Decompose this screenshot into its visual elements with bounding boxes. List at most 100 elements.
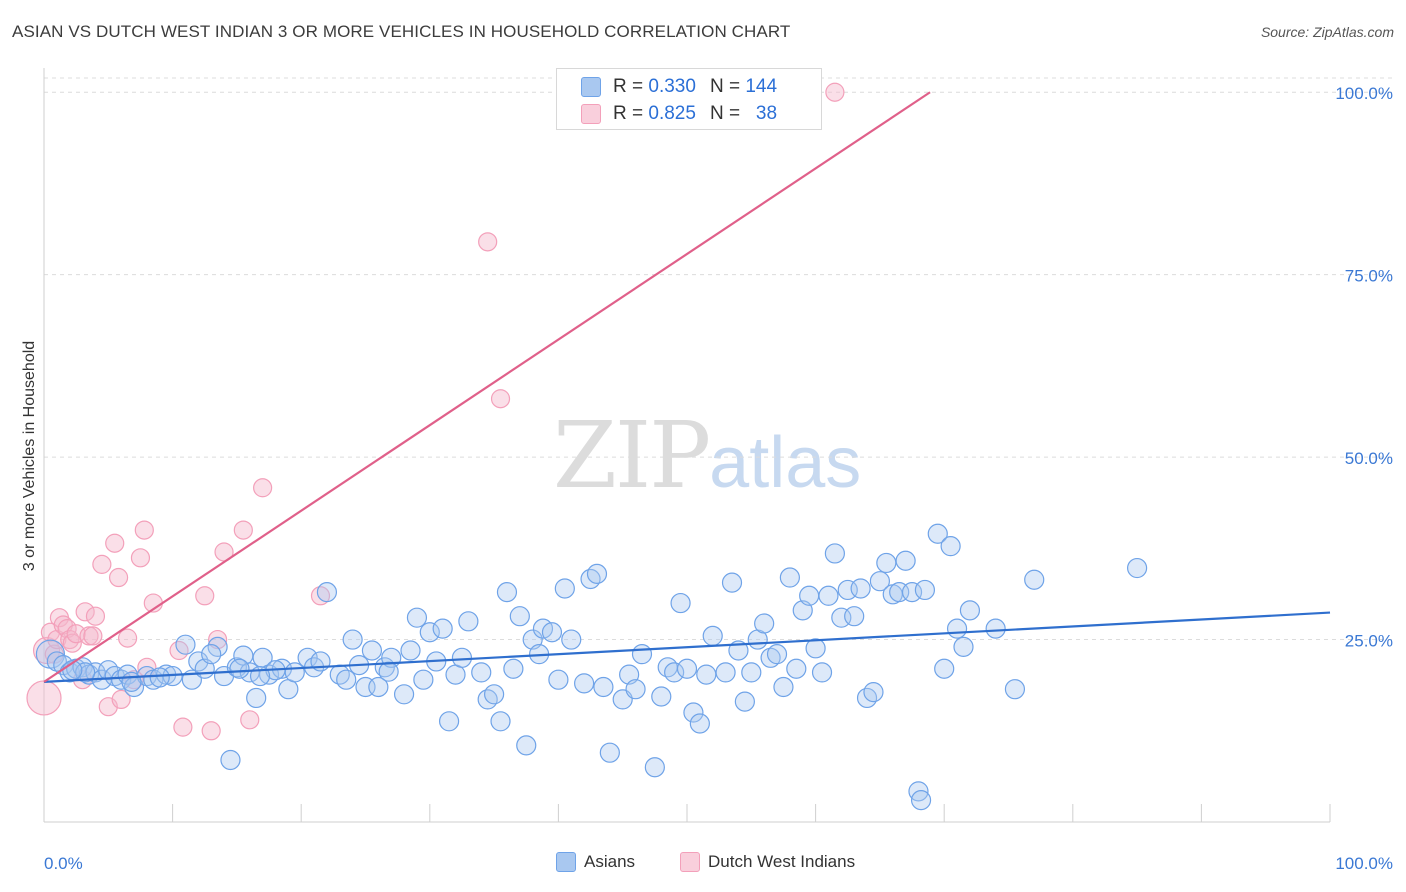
dutch-west-indians-points: [26, 82, 845, 741]
asians-point: [837, 579, 858, 601]
asians-point: [378, 661, 399, 682]
dutch-west-indians-point: [62, 633, 82, 653]
legend-n-value: 38: [755, 103, 778, 124]
asians-point: [368, 676, 389, 698]
asians-point: [683, 702, 704, 723]
asians-point: [910, 790, 932, 811]
legend-r-value: 0.825: [648, 103, 696, 124]
asians-point: [361, 640, 383, 661]
asians-point: [432, 618, 453, 639]
asians-point: [895, 550, 916, 571]
dutch-west-indians-point: [26, 680, 62, 716]
dutch-west-indians-point: [173, 717, 193, 737]
asians-point: [121, 671, 142, 692]
legend-r-label: R =: [613, 76, 644, 97]
asians-point: [419, 622, 440, 643]
asians-point: [503, 658, 524, 679]
asians-point: [818, 585, 839, 606]
asians-point: [451, 647, 473, 668]
asians-point: [940, 536, 961, 557]
asians-point: [1126, 557, 1148, 579]
dutch-west-indians-point: [108, 567, 129, 588]
asians-point: [586, 563, 608, 584]
asians-point: [831, 607, 852, 628]
asians-point: [175, 634, 196, 655]
asians-point: [574, 673, 595, 694]
watermark: ZIPatlas: [553, 402, 861, 509]
asians-point: [850, 578, 871, 599]
tick-labels: 25.0% 50.0% 75.0% 100.0% 0.0% 100.0%: [44, 84, 1393, 873]
asians-point: [413, 669, 434, 690]
bottom-legend: Asians Dutch West Indians: [0, 852, 1406, 878]
asians-point: [554, 578, 575, 599]
asians-point: [278, 679, 299, 700]
source-label: Source: ZipAtlas.com: [1260, 24, 1394, 40]
asians-point: [741, 662, 762, 683]
legend-row-dutch-west-indians: R = 0.825 N = 38: [581, 103, 777, 125]
dutch-west-indians-point: [117, 628, 138, 648]
dutch-west-indians-point: [490, 389, 511, 409]
asians-point: [844, 606, 865, 627]
asians-point: [336, 669, 357, 690]
asians-point: [934, 658, 955, 679]
watermark-atlas: atlas: [709, 423, 862, 503]
asians-points: [35, 523, 1148, 811]
legend-r-value: 0.330: [648, 76, 696, 97]
asians-point: [46, 651, 67, 672]
dutch-west-indians-point: [134, 520, 154, 540]
asians-point: [561, 629, 582, 650]
dutch-west-indians-point: [75, 602, 95, 622]
asians-point: [946, 618, 968, 639]
asians-point: [754, 613, 775, 634]
asians-point: [599, 742, 620, 763]
asians-point: [664, 662, 685, 683]
dutch-west-indians-point: [105, 533, 125, 553]
dutch-west-indians-point: [201, 721, 221, 741]
correlation-legend: R = 0.330 N = 144 R = 0.825 N = 38: [556, 68, 822, 130]
legend-r-label: R =: [613, 103, 644, 124]
asians-point: [696, 664, 717, 685]
asians-point: [496, 582, 518, 603]
asians-trend-line: [43, 611, 1331, 683]
asians-point: [1024, 569, 1045, 590]
bottom-legend-dutch-west-indians[interactable]: Dutch West Indians: [680, 852, 855, 872]
asians-point: [484, 684, 505, 705]
asians-point: [811, 662, 833, 683]
dutch-west-indians-point: [233, 520, 253, 540]
asians-point: [959, 600, 981, 621]
asians-point: [651, 686, 672, 707]
dutch-west-indians-point: [85, 606, 106, 626]
bottom-legend-swatch-dutch-west-indians: [680, 852, 700, 872]
asians-point: [445, 664, 466, 685]
asians-point: [75, 662, 96, 683]
x-tick-label: 0.0%: [44, 854, 83, 873]
asians-point: [805, 638, 826, 659]
axes: [43, 68, 1331, 823]
asians-point: [676, 658, 698, 679]
bottom-legend-label-asians: Asians: [584, 852, 636, 871]
y-tick-label: 50.0%: [1345, 449, 1393, 468]
legend-n-value: 144: [745, 76, 778, 97]
bottom-legend-label-dutch-west-indians: Dutch West Indians: [708, 852, 856, 871]
trend-lines: [43, 91, 1331, 683]
x-tick-label: 100.0%: [1335, 854, 1393, 873]
asians-point: [901, 582, 923, 603]
asians-point: [201, 644, 222, 665]
dutch-west-indians-point: [253, 478, 273, 498]
asians-point: [824, 543, 845, 564]
asians-point: [1004, 679, 1026, 700]
dutch-west-indians-point: [83, 626, 103, 646]
asians-point: [927, 523, 948, 544]
asians-point: [779, 567, 800, 588]
asians-point: [593, 676, 614, 698]
asians-point: [149, 667, 170, 688]
bottom-legend-asians[interactable]: Asians: [556, 852, 635, 872]
asians-point: [458, 611, 479, 632]
dutch-west-indians-point: [208, 629, 228, 650]
asians-point: [220, 749, 241, 771]
dutch-west-indians-point: [130, 548, 151, 568]
asians-point: [342, 629, 363, 650]
asians-point: [734, 691, 755, 712]
asians-point: [953, 636, 974, 657]
